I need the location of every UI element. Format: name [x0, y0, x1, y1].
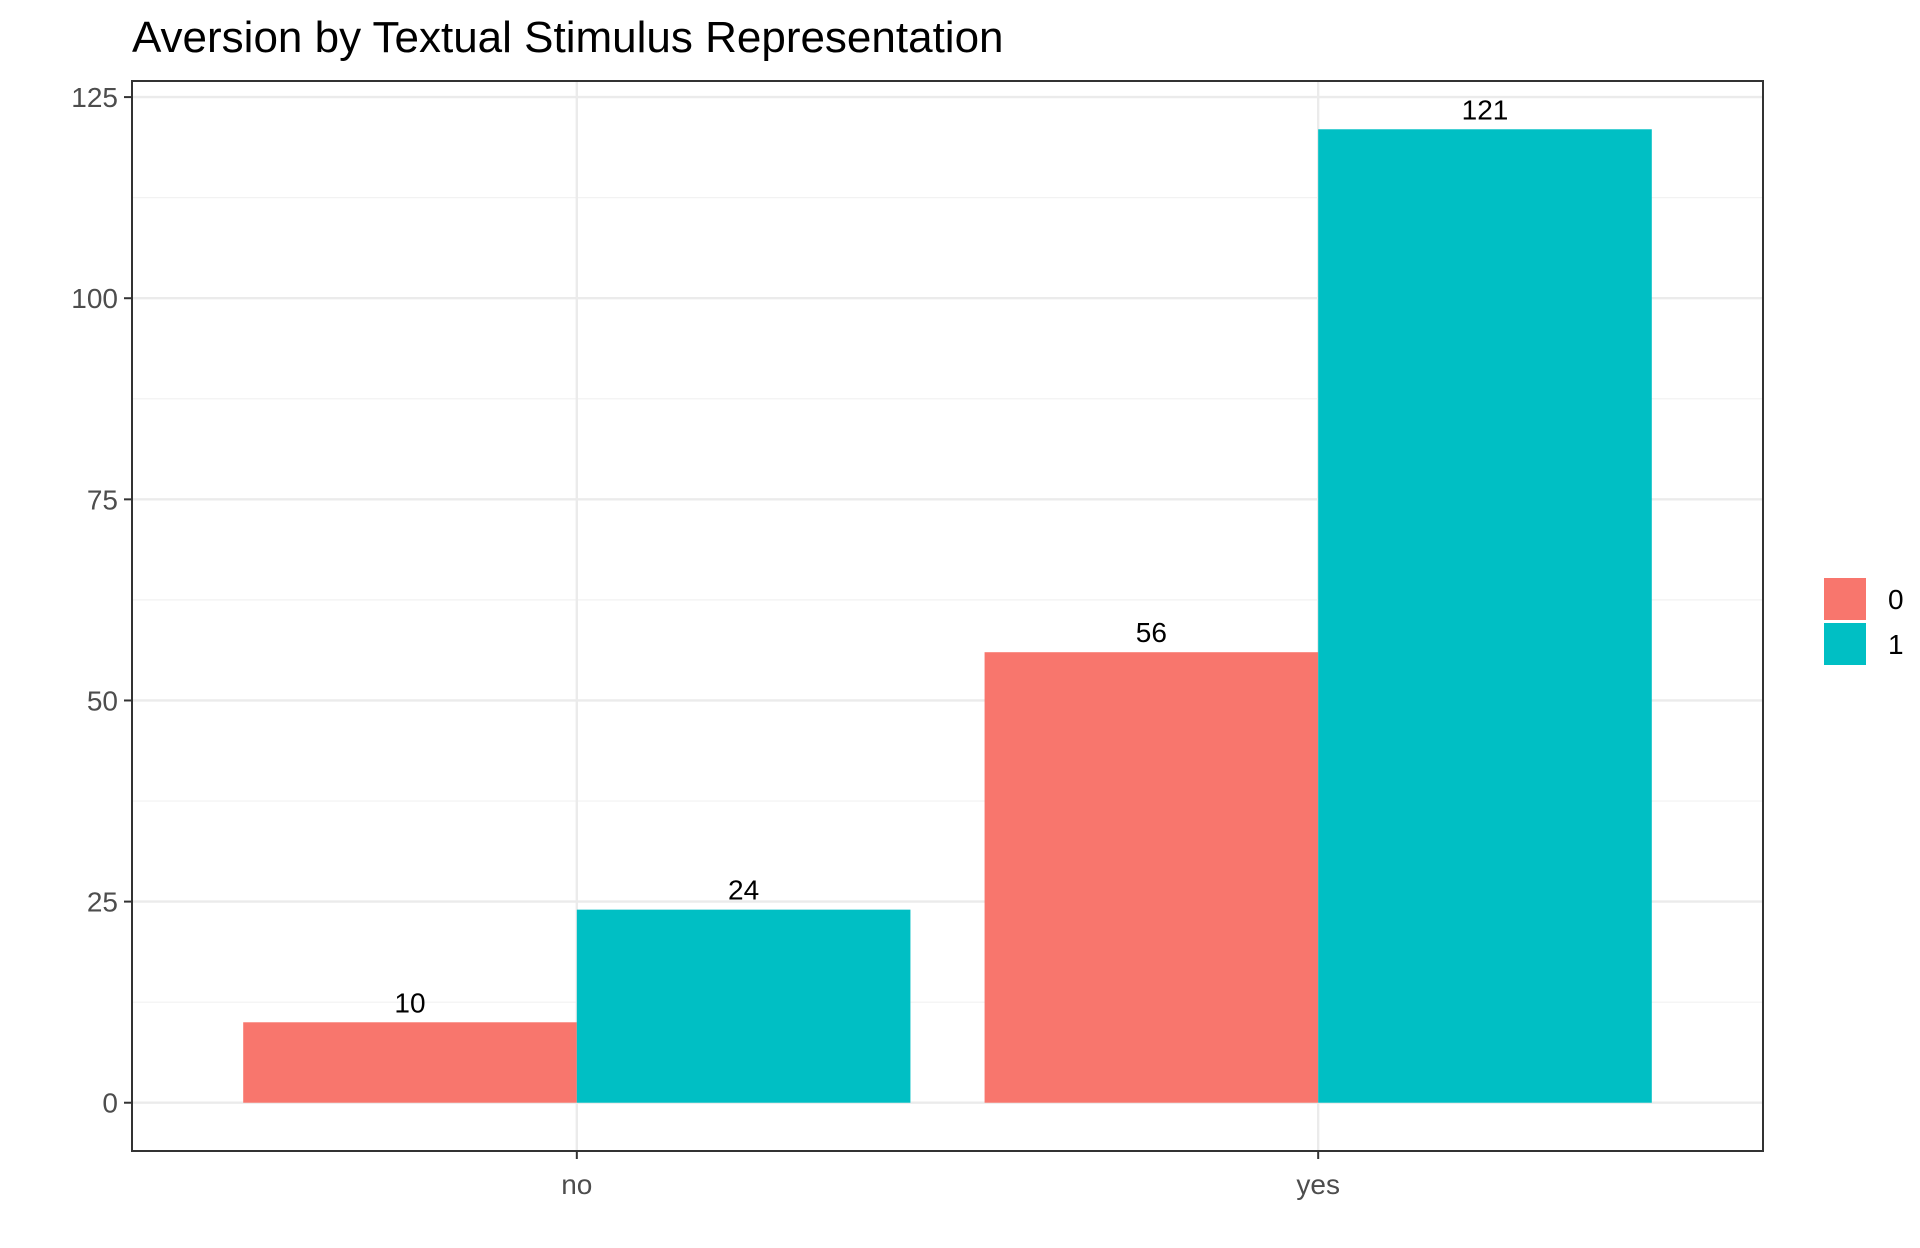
data-label: 121 — [1462, 94, 1509, 125]
chart-title: Aversion by Textual Stimulus Representat… — [132, 13, 1004, 62]
bars — [243, 129, 1652, 1103]
legend-label: 0 — [1888, 584, 1904, 615]
legend: 01 — [1824, 578, 1904, 665]
legend-label: 1 — [1888, 629, 1904, 660]
y-tick-label: 25 — [87, 887, 118, 918]
data-labels: 10 56 24 121 — [394, 94, 1508, 1018]
y-tick-label: 50 — [87, 685, 118, 716]
data-label: 24 — [728, 875, 759, 906]
y-tick-label: 0 — [102, 1088, 118, 1119]
x-tick-label: yes — [1296, 1169, 1340, 1200]
data-label: 10 — [394, 987, 425, 1018]
y-tick-label: 100 — [71, 283, 118, 314]
bar — [243, 1022, 577, 1103]
legend-key — [1824, 623, 1866, 665]
axes: 0 25 50 75 100 125 no yes — [71, 82, 1340, 1200]
y-tick-label: 125 — [71, 82, 118, 113]
x-tick-label: no — [561, 1169, 592, 1200]
bar — [576, 909, 911, 1103]
data-label: 56 — [1136, 617, 1167, 648]
legend-key — [1824, 578, 1866, 620]
bar — [984, 652, 1319, 1103]
bar — [1318, 129, 1652, 1103]
plot-panel-border — [131, 80, 1764, 1152]
y-tick-label: 75 — [87, 484, 118, 515]
